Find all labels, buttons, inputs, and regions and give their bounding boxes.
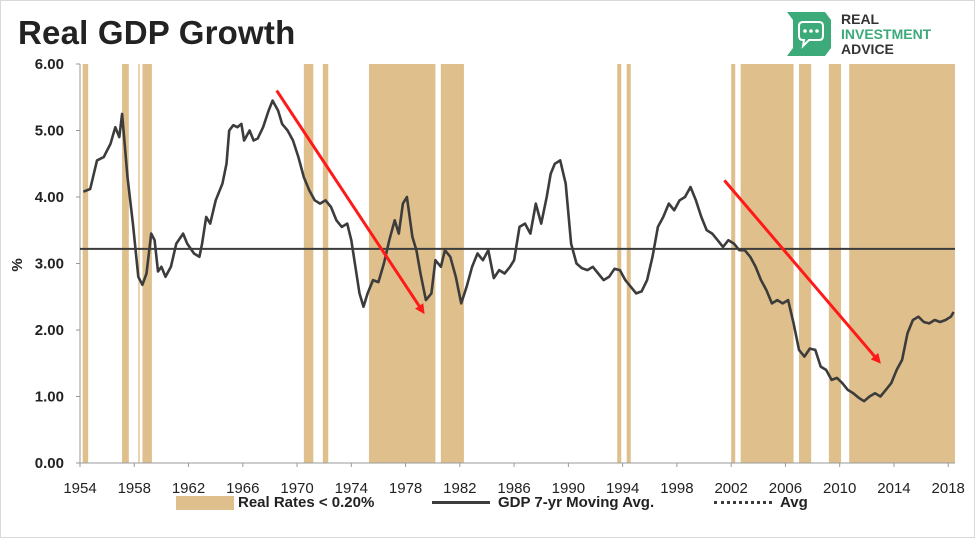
- x-tick-label: 1970: [280, 480, 313, 497]
- x-tick-label: 1958: [118, 480, 151, 497]
- shaded-periods: [82, 64, 955, 463]
- legend-item-shading: Real Rates < 0.20%: [176, 494, 374, 511]
- shaded-period: [849, 64, 955, 463]
- x-tick-label: 1982: [443, 480, 476, 497]
- brand-line3: ADVICE: [841, 41, 894, 57]
- x-ticks: 1954 1958 1962 1966 1970 1974 1978 1982 1986 1990…: [63, 463, 965, 497]
- shaded-period: [368, 64, 436, 463]
- x-tick-label: 2018: [932, 480, 965, 497]
- shaded-period: [617, 64, 622, 463]
- legend-item-avg: Avg: [714, 494, 808, 511]
- trend-arrow: [723, 179, 881, 364]
- shaded-period: [740, 64, 794, 463]
- y-tick-label: 3.00: [35, 256, 64, 273]
- brand-logo: REAL INVESTMENT ADVICE: [783, 8, 973, 60]
- trend-arrow: [275, 89, 425, 315]
- legend-item-gdp: GDP 7-yr Moving Avg.: [432, 494, 654, 511]
- x-tick-label: 1954: [63, 480, 96, 497]
- x-tick-label: 1978: [389, 480, 422, 497]
- legend-swatch-avg: [714, 501, 772, 504]
- legend-label-avg: Avg: [780, 494, 808, 511]
- x-tick-label: 1986: [497, 480, 530, 497]
- y-tick-label: 2.00: [35, 322, 64, 339]
- shaded-period: [828, 64, 842, 463]
- shaded-period: [138, 64, 140, 463]
- x-tick-label: 1974: [335, 480, 368, 497]
- trend-arrows: [275, 89, 881, 364]
- y-ticks: 0.00 1.00 2.00 3.00 4.00 5.00 6.00: [35, 56, 80, 472]
- y-axis-label: %: [9, 258, 26, 271]
- legend-label-gdp: GDP 7-yr Moving Avg.: [498, 494, 655, 511]
- legend-swatch-gdp: [432, 501, 490, 504]
- x-tick-label: 2006: [769, 480, 802, 497]
- brand-line2: INVESTMENT: [841, 26, 932, 42]
- x-tick-label: 1994: [606, 480, 639, 497]
- x-tick-label: 1998: [660, 480, 693, 497]
- x-tick-label: 2002: [714, 480, 747, 497]
- shaded-period: [303, 64, 314, 463]
- x-tick-label: 2014: [877, 480, 910, 497]
- x-tick-label: 1962: [172, 480, 205, 497]
- y-tick-label: 6.00: [35, 56, 64, 73]
- x-tick-label: 2010: [823, 480, 856, 497]
- y-tick-label: 4.00: [35, 189, 64, 206]
- shaded-period: [626, 64, 631, 463]
- x-tick-label: 1990: [552, 480, 585, 497]
- y-tick-label: 0.00: [35, 455, 64, 472]
- chart-title: Real GDP Growth: [18, 14, 296, 51]
- y-tick-label: 5.00: [35, 123, 64, 140]
- gdp-line: [82, 99, 955, 403]
- axes: [79, 64, 955, 464]
- x-tick-label: 1966: [226, 480, 259, 497]
- y-tick-label: 1.00: [35, 389, 64, 406]
- shaded-period: [322, 64, 329, 463]
- shaded-period: [731, 64, 736, 463]
- legend-label-shading: Real Rates < 0.20%: [238, 494, 375, 511]
- gdp-series: [82, 99, 955, 403]
- shaded-period: [82, 64, 89, 463]
- shaded-period: [122, 64, 129, 463]
- shaded-period: [798, 64, 812, 463]
- logo-badge-icon: REAL INVESTMENT ADVICE: [787, 11, 932, 57]
- brand-line1: REAL: [841, 11, 880, 27]
- legend-swatch-shading: [176, 495, 234, 510]
